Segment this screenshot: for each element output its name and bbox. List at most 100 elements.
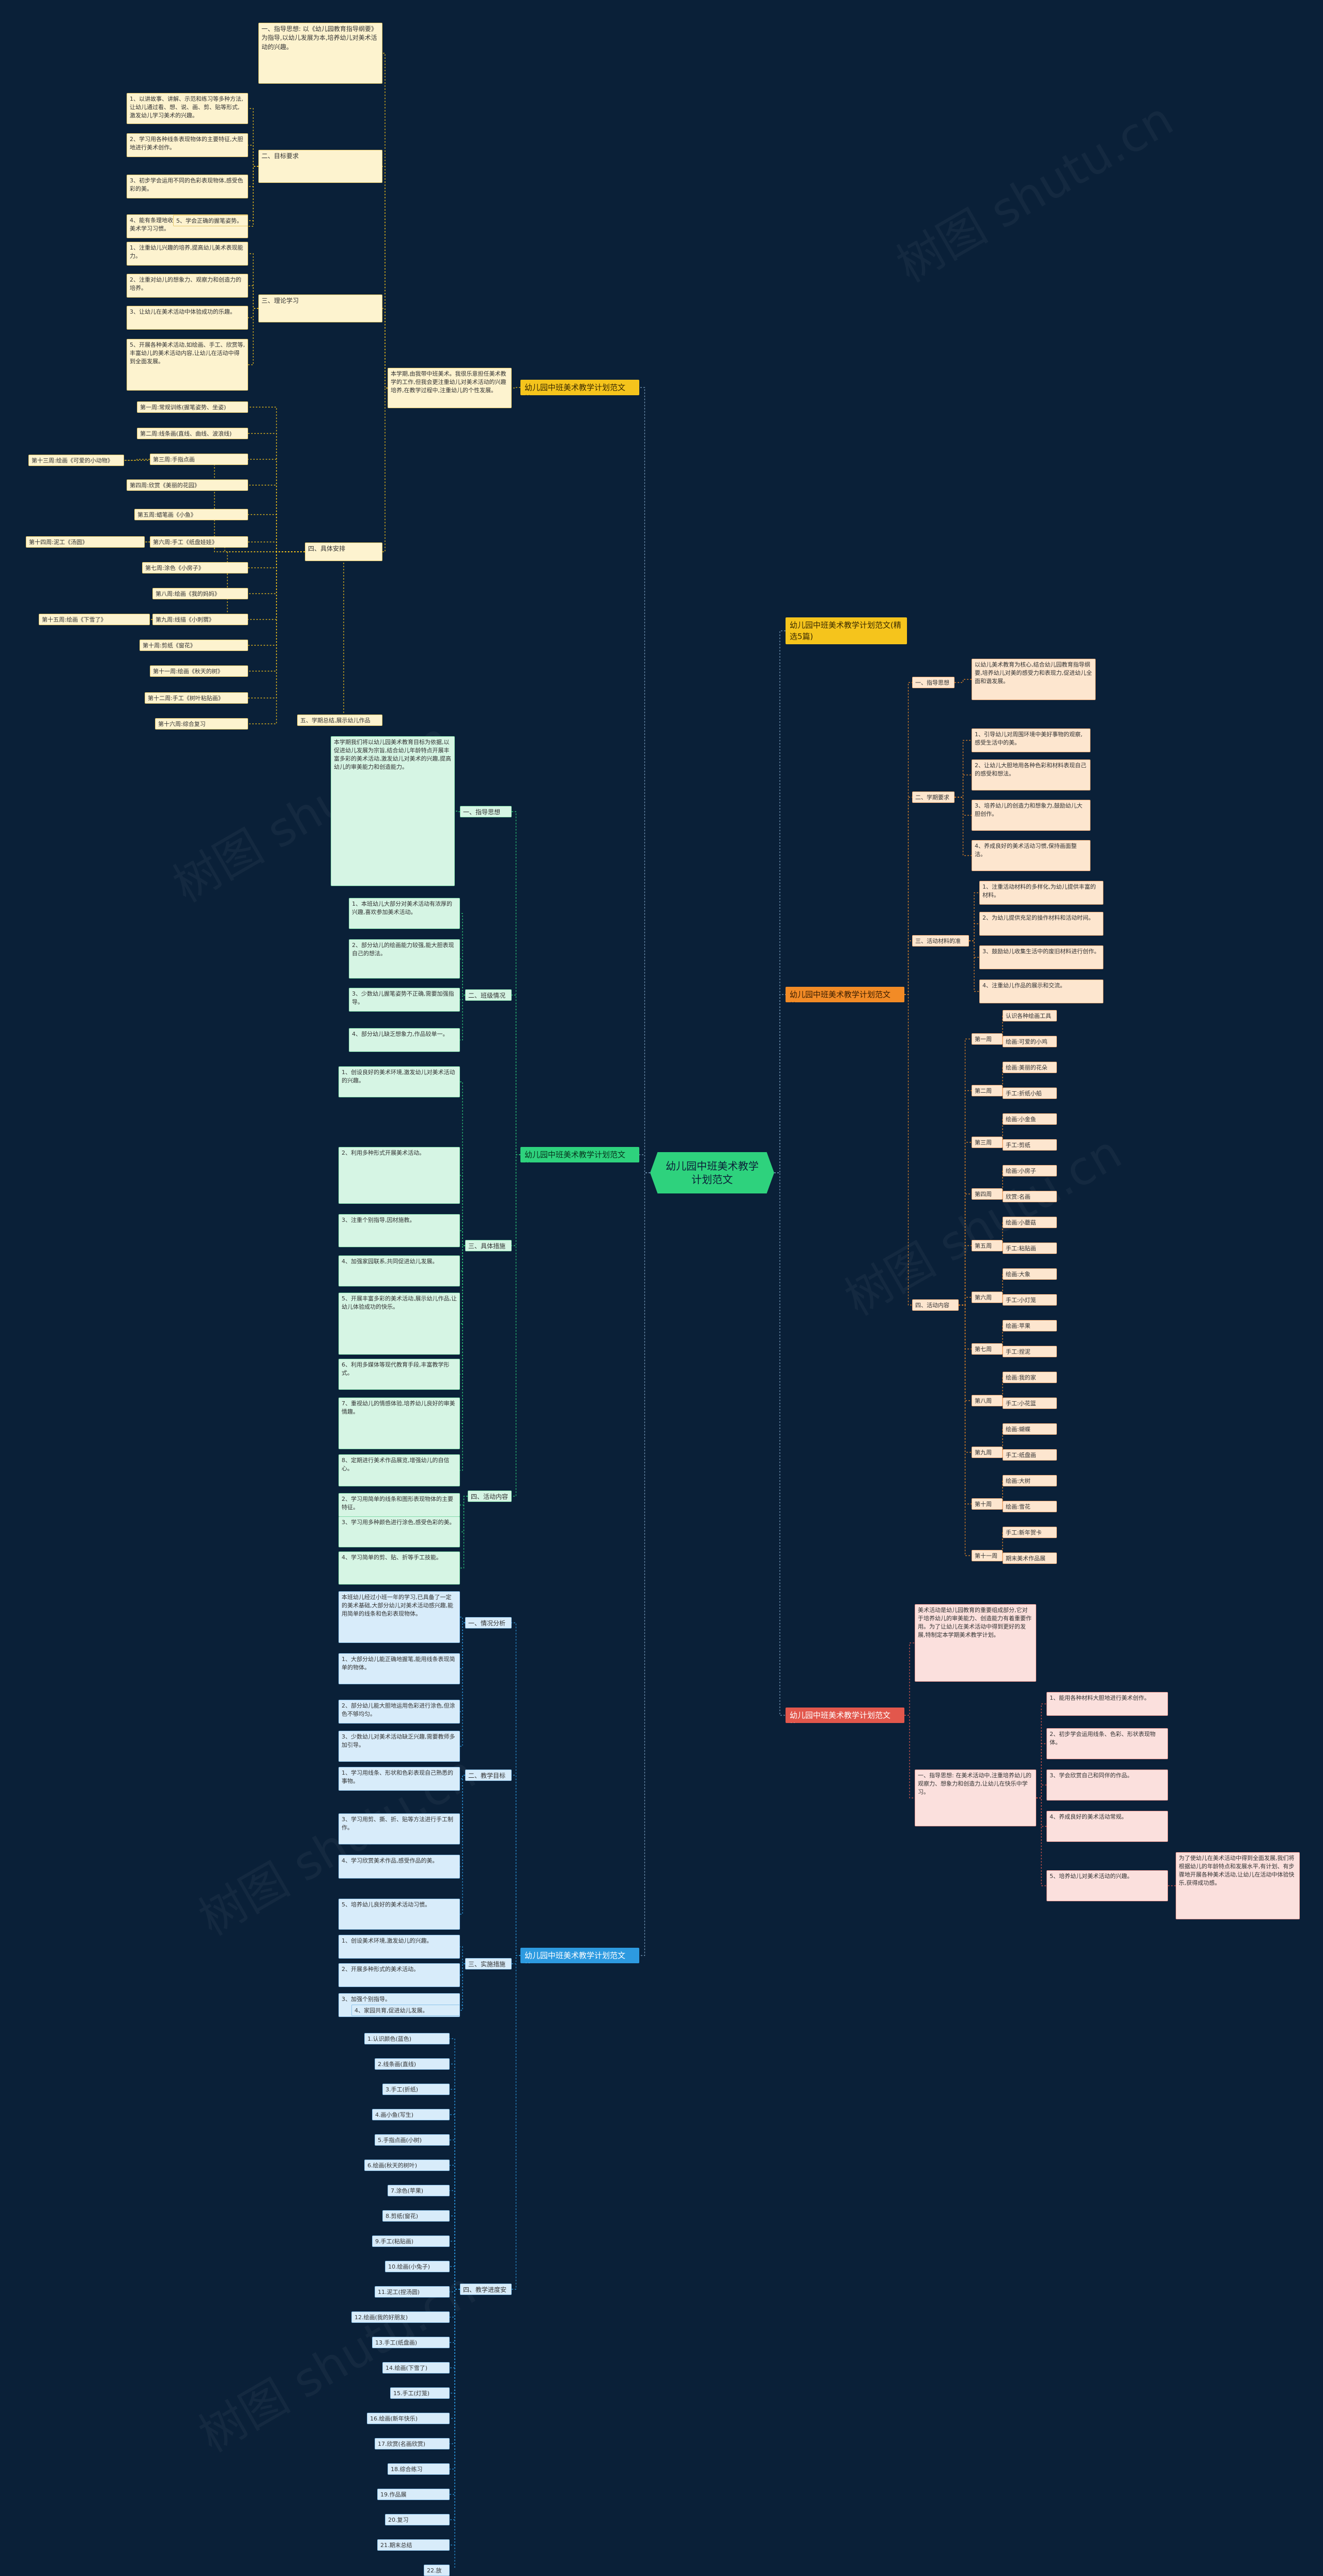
- connector: [248, 459, 305, 552]
- measure-item: 8、定期进行美术作品展览,增强幼儿的自信心。: [339, 1454, 460, 1486]
- branch-plan-2[interactable]: 幼儿园中班美术教学计划范文 篇2: [786, 987, 904, 1002]
- connector: [460, 1622, 465, 1712]
- connector: [248, 551, 305, 594]
- content-item: 3、学习用多种颜色进行涂色,感受色彩的美。: [339, 1516, 460, 1547]
- plan-3-section-content[interactable]: 四、活动内容: [468, 1491, 512, 1502]
- study-item: 1、注重幼儿兴趣的培养,提高幼儿美术表现能力。: [127, 242, 248, 266]
- plan-2-section-materials[interactable]: 三、活动材料的准备: [912, 935, 969, 946]
- activity-item: 手工:剪纸: [1003, 1139, 1057, 1151]
- week-node[interactable]: 第十周: [972, 1498, 1003, 1510]
- week-node[interactable]: 第九周: [972, 1447, 1003, 1458]
- schedule-item: 五、学期总结,展示幼儿作品: [297, 715, 382, 726]
- connector: [248, 166, 258, 221]
- plan-5-section-targets[interactable]: 二、教学目标: [465, 1770, 512, 1781]
- schedule-item: 第七周:涂色《小房子》: [142, 562, 248, 573]
- class-item: 2、部分幼儿的绘画能力较强,能大胆表现自己的想法。: [349, 939, 460, 979]
- schedule-item: 第十周:剪纸《窗花》: [140, 640, 248, 651]
- activity-item: 绘画:小蘑菇: [1003, 1217, 1057, 1228]
- week-node[interactable]: 第六周: [972, 1292, 1003, 1303]
- week-node[interactable]: 第五周: [972, 1240, 1003, 1251]
- plan-2-section-guiding[interactable]: 一、指导思想: [912, 677, 955, 688]
- connector: [959, 1090, 972, 1306]
- schedule-item: 15.手工(灯笼): [390, 2387, 450, 2399]
- plan-5-section-measures[interactable]: 三、实施措施: [465, 1958, 512, 1969]
- plan-4-intro: 美术活动是幼儿园教育的重要组成部分,它对于培养幼儿的审美能力、创造能力有着重要作…: [915, 1604, 1036, 1682]
- connector: [460, 1230, 465, 1246]
- plan-1-section-guiding[interactable]: 一、指导思想: 以《幼儿园教育指导纲要》为指导,以幼儿发展为本,培养幼儿对美术活…: [258, 23, 382, 84]
- week-node[interactable]: 第八周: [972, 1395, 1003, 1406]
- schedule-item: 4.画小鱼(写生): [372, 2109, 450, 2120]
- connector: [969, 923, 979, 941]
- analysis-item: 本班幼儿经过小班一年的学习,已具备了一定的美术基础,大部分幼儿对美术活动感兴趣,…: [339, 1591, 460, 1643]
- connector: [450, 2289, 460, 2546]
- target-item: 5、培养幼儿对美术活动的兴趣。: [1047, 1870, 1168, 1901]
- activity-item: 绘画:可爱的小鸡: [1003, 1036, 1057, 1047]
- class-item: 4、部分幼儿缺乏想象力,作品较单一。: [349, 1028, 460, 1052]
- plan-1-section-study[interactable]: 三、理论学习: [258, 294, 382, 322]
- target-item: 4、学习欣赏美术作品,感受作品的美。: [339, 1855, 460, 1879]
- plan-3-section-class[interactable]: 二、班级情况: [465, 989, 512, 1001]
- week-node[interactable]: 第三周: [972, 1137, 1003, 1148]
- plan-4-section-guiding[interactable]: 一、指导思想: 在美术活动中,注重培养幼儿的观察力、想象力和创造力,让幼儿在快乐…: [915, 1770, 1036, 1826]
- connector: [450, 2063, 460, 2290]
- connector: [248, 433, 305, 552]
- measure-item: 7、重视幼儿的情感体验,培养幼儿良好的审美情趣。: [339, 1398, 460, 1449]
- connector: [460, 1245, 465, 1471]
- connector: [959, 1297, 972, 1306]
- connector: [904, 682, 912, 995]
- week-node[interactable]: 第一周: [972, 1033, 1003, 1045]
- plan-5-section-schedule[interactable]: 四、教学进度安排: [460, 2284, 512, 2295]
- activity-item: 手工:捏泥: [1003, 1346, 1057, 1357]
- connector: [512, 1955, 520, 2290]
- week-node[interactable]: 第二周: [972, 1085, 1003, 1096]
- connector: [248, 485, 305, 552]
- plan-5-section-analysis[interactable]: 一、情况分析: [465, 1617, 512, 1628]
- connector: [124, 459, 150, 461]
- plan-3-section-measures[interactable]: 三、具体措施: [465, 1240, 512, 1251]
- connector: [248, 285, 258, 309]
- plan-3-section-guiding[interactable]: 一、指导思想: [460, 806, 512, 817]
- schedule-item: 16.绘画(新年快乐): [367, 2413, 450, 2424]
- connector: [248, 145, 258, 167]
- activity-item: 绘画:我的家: [1003, 1372, 1057, 1383]
- schedule-item: 3.手工(折纸): [382, 2084, 450, 2095]
- plan-1-section-goals[interactable]: 二、目标要求: [258, 150, 382, 183]
- plan-2-section-activities[interactable]: 四、活动内容: [912, 1299, 959, 1311]
- connector: [248, 551, 305, 620]
- connector: [955, 679, 972, 683]
- connector: [639, 1172, 650, 1956]
- week-node[interactable]: 第四周: [972, 1188, 1003, 1200]
- week-node[interactable]: 第十一周: [972, 1550, 1003, 1561]
- schedule-item: 第十四周:泥工《汤圆》: [26, 536, 145, 548]
- connector: [450, 2139, 460, 2290]
- content-item: 4、学习简单的剪、贴、折等手工技能。: [339, 1551, 460, 1585]
- schedule-item: 7.涂色(苹果): [388, 2185, 450, 2196]
- connector: [904, 940, 912, 995]
- connector: [1036, 1797, 1047, 1827]
- branch-plan-summary[interactable]: 幼儿园中班美术教学计划范文(精选5篇): [786, 617, 907, 644]
- schedule-item: 第八周:绘画《我的妈妈》: [152, 588, 248, 599]
- branch-plan-1[interactable]: 幼儿园中班美术教学计划范文 篇1: [520, 380, 639, 395]
- schedule-item: 9.手工(粘贴画): [372, 2236, 450, 2247]
- connector: [460, 1622, 465, 1747]
- activity-item: 绘画:美丽的花朵: [1003, 1062, 1057, 1073]
- connector: [460, 1775, 465, 1915]
- connector: [512, 1955, 520, 1964]
- schedule-item: 13.手工(纸盘画): [372, 2337, 450, 2348]
- schedule-item: 第十六周:综合复习: [155, 718, 248, 730]
- schedule-item: 第十二周:手工《树叶粘贴画》: [145, 692, 248, 704]
- connector: [1036, 1703, 1047, 1798]
- schedule-item: 第四周:欣赏《美丽的花园》: [127, 479, 248, 491]
- branch-plan-5[interactable]: 幼儿园中班美术教学计划范文 篇5: [520, 1948, 639, 1963]
- connector: [450, 2289, 460, 2368]
- plan-1-section-schedule[interactable]: 四、具体安排: [305, 542, 382, 561]
- plan-2-section-requirements[interactable]: 二、学期要求: [912, 792, 955, 803]
- material-item: 4、注重幼儿作品的展示和交流。: [979, 980, 1103, 1003]
- connector: [450, 2289, 460, 2343]
- branch-plan-4[interactable]: 幼儿园中班美术教学计划范文 篇4: [786, 1708, 904, 1723]
- connector: [248, 551, 305, 672]
- branch-plan-3[interactable]: 幼儿园中班美术教学计划范文 篇3: [520, 1147, 639, 1162]
- week-node[interactable]: 第七周: [972, 1343, 1003, 1355]
- connector: [774, 994, 786, 1173]
- root-topic[interactable]: 幼儿园中班美术教学计划范文: [650, 1152, 774, 1193]
